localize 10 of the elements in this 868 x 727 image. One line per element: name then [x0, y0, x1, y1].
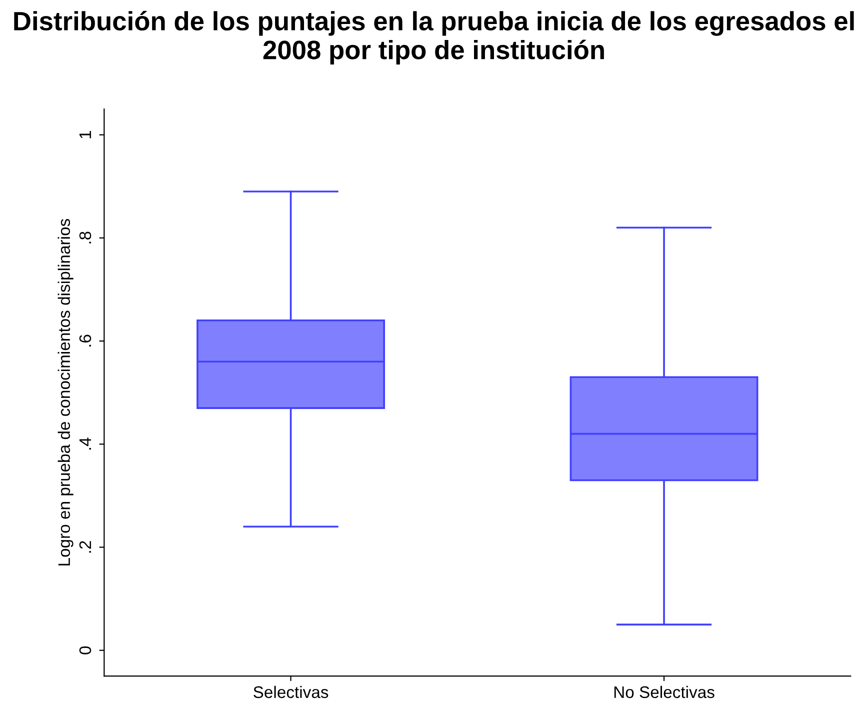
- y-tick-label: 1: [80, 131, 91, 138]
- x-tick-label: Selectivas: [254, 686, 328, 698]
- x-tick-label: No Selectivas: [614, 686, 714, 698]
- y-tick-label: .2: [79, 541, 91, 553]
- y-tick-label: .8: [79, 232, 92, 244]
- y-tick-label: .4: [80, 438, 91, 450]
- y-tick-label: 0: [79, 646, 92, 654]
- y-axis-title: Logro en prueba de conocimientos disiplinarios: [58, 218, 74, 566]
- y-tick-label: .6: [79, 334, 92, 346]
- chart-title: Distribución de los puntajes en la prueba inicia de los egresados el 2008 por tipo de institución: [14, 10, 854, 65]
